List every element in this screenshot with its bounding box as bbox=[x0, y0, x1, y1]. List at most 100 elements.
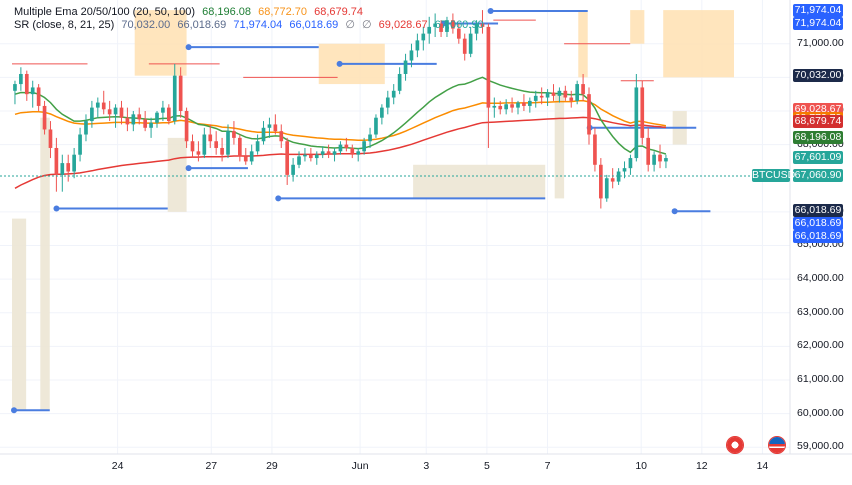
candle-body-45 bbox=[279, 131, 284, 142]
candle-body-108 bbox=[652, 154, 656, 165]
ema-legend[interactable]: Multiple Ema 20/50/100 (20, 50, 100) 68,… bbox=[14, 6, 363, 18]
candle-body-72 bbox=[439, 23, 443, 32]
candle-body-35 bbox=[220, 147, 224, 155]
support-line-dot-2 bbox=[185, 165, 192, 172]
candle-body-42 bbox=[261, 127, 266, 142]
candle-body-25 bbox=[161, 107, 165, 113]
ema-lines bbox=[14, 76, 667, 189]
sr-legend[interactable]: SR (close, 8, 21, 25) 70,032.00 66,018.6… bbox=[14, 18, 484, 31]
candle-body-87 bbox=[527, 100, 532, 106]
candle-body-83 bbox=[504, 104, 508, 110]
candle-body-2 bbox=[24, 73, 29, 95]
candle-body-4 bbox=[36, 87, 41, 106]
candle-body-101 bbox=[610, 178, 615, 182]
candle-body-36 bbox=[226, 131, 230, 155]
candle-body-9 bbox=[66, 163, 71, 172]
candle-body-96 bbox=[581, 84, 585, 95]
candle-body-29 bbox=[184, 110, 189, 142]
candle-body-56 bbox=[344, 144, 349, 148]
candle-body-7 bbox=[54, 147, 59, 175]
candle-body-18 bbox=[119, 107, 124, 118]
candle-body-19 bbox=[125, 117, 130, 125]
y-tick-7: 63,000.00 bbox=[797, 305, 844, 318]
x-tick-2: 29 bbox=[266, 460, 278, 472]
candle-body-10 bbox=[72, 154, 76, 172]
candle-body-38 bbox=[238, 137, 242, 157]
candle-body-89 bbox=[539, 95, 544, 98]
support-zone-2 bbox=[167, 137, 187, 212]
candle-body-44 bbox=[273, 124, 278, 132]
candle-body-76 bbox=[462, 38, 467, 54]
candle-body-102 bbox=[616, 171, 621, 182]
y-tick-10: 60,000.00 bbox=[797, 406, 844, 419]
candle-body-109 bbox=[658, 154, 662, 162]
candle-body-11 bbox=[78, 134, 82, 155]
price-label-2: 70,032.00 bbox=[793, 69, 843, 83]
resistance-zone-0 bbox=[134, 10, 187, 76]
candle-body-33 bbox=[208, 134, 213, 142]
candle-body-100 bbox=[604, 178, 609, 199]
resistance-zone-4 bbox=[663, 10, 734, 78]
candle-body-13 bbox=[90, 107, 94, 122]
candle-body-6 bbox=[48, 129, 53, 148]
candle-body-43 bbox=[267, 124, 272, 128]
sr-legend-value-4: ∅ bbox=[345, 19, 355, 31]
candle-body-31 bbox=[196, 151, 201, 155]
candle-body-24 bbox=[155, 112, 159, 123]
candle-body-84 bbox=[510, 104, 514, 108]
candle-body-110 bbox=[664, 158, 668, 162]
candle-body-55 bbox=[338, 144, 343, 152]
candle-body-88 bbox=[533, 95, 538, 101]
candle-body-22 bbox=[143, 119, 147, 128]
candle-body-21 bbox=[137, 114, 142, 120]
candle-body-39 bbox=[243, 156, 248, 162]
candle-body-78 bbox=[474, 23, 479, 34]
x-tick-4: 3 bbox=[423, 460, 430, 472]
candle-body-69 bbox=[421, 33, 426, 41]
price-label-5: 68,679.74 bbox=[793, 114, 843, 128]
us-flag-icon[interactable] bbox=[727, 437, 743, 453]
support-line-dot-1 bbox=[53, 205, 60, 212]
ema-legend-label: Multiple Ema 20/50/100 (20, 50, 100) bbox=[14, 6, 196, 18]
candles bbox=[13, 10, 668, 209]
candle-body-107 bbox=[646, 137, 651, 165]
candle-body-54 bbox=[332, 151, 337, 155]
ema-legend-value-1: 68,772.70 bbox=[258, 6, 308, 18]
candle-body-60 bbox=[368, 134, 372, 142]
candle-body-41 bbox=[255, 141, 260, 152]
candle-body-59 bbox=[362, 141, 366, 152]
candle-body-27 bbox=[172, 75, 177, 122]
candle-body-30 bbox=[190, 141, 195, 152]
candle-body-64 bbox=[391, 90, 396, 98]
candle-body-68 bbox=[415, 40, 420, 51]
candle-body-14 bbox=[95, 102, 100, 108]
us-flag-icon-2[interactable] bbox=[769, 437, 785, 453]
x-tick-3: Jun bbox=[351, 460, 369, 472]
sr-legend-value-5: ∅ bbox=[362, 19, 372, 31]
candle-body-12 bbox=[84, 121, 88, 135]
y-tick-8: 62,000.00 bbox=[797, 339, 844, 352]
candle-body-74 bbox=[451, 20, 455, 29]
x-tick-6: 7 bbox=[544, 460, 551, 472]
candle-body-3 bbox=[30, 87, 35, 95]
support-line-dot-0 bbox=[11, 407, 17, 414]
candle-body-52 bbox=[320, 151, 325, 155]
candle-body-103 bbox=[622, 168, 627, 172]
candle-body-106 bbox=[640, 87, 645, 138]
candle-body-93 bbox=[563, 90, 568, 98]
candle-body-16 bbox=[107, 109, 112, 115]
candle-body-85 bbox=[516, 102, 520, 108]
candle-body-23 bbox=[149, 122, 153, 128]
candle-body-92 bbox=[557, 90, 562, 96]
candle-body-26 bbox=[166, 107, 171, 122]
candle-body-67 bbox=[409, 50, 414, 61]
support-zone-0 bbox=[12, 218, 27, 411]
candle-body-79 bbox=[480, 23, 485, 27]
ema50-line bbox=[14, 99, 667, 141]
candle-body-0 bbox=[13, 84, 17, 91]
candle-body-91 bbox=[551, 92, 556, 96]
candle-body-65 bbox=[397, 73, 402, 91]
candle-body-61 bbox=[374, 117, 378, 135]
candle-body-57 bbox=[350, 147, 355, 155]
